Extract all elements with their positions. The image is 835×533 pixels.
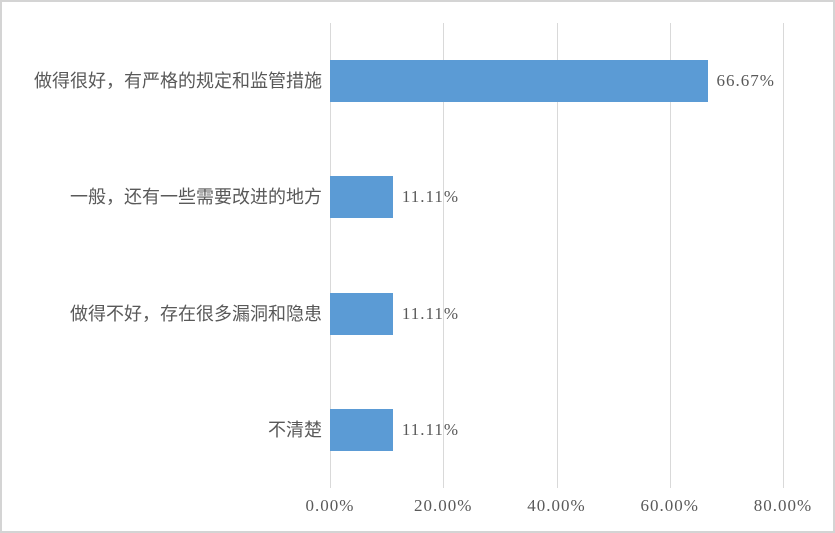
x-axis-tick-label: 20.00% bbox=[414, 496, 473, 515]
bar bbox=[330, 176, 393, 218]
gridline bbox=[783, 23, 784, 488]
category-label: 一般，还有一些需要改进的地方 bbox=[70, 187, 322, 207]
gridline bbox=[669, 23, 671, 488]
value-label: 11.11% bbox=[401, 187, 460, 206]
bar bbox=[330, 60, 708, 102]
gridline bbox=[556, 23, 558, 488]
x-axis-tick-label: 80.00% bbox=[753, 496, 813, 515]
gridline bbox=[330, 23, 331, 488]
value-label: 11.11% bbox=[401, 304, 460, 323]
bar bbox=[330, 409, 393, 451]
x-axis-tick-label: 60.00% bbox=[640, 496, 699, 515]
x-axis-tick-label: 0.00% bbox=[305, 496, 355, 515]
x-axis-tick-label: 40.00% bbox=[527, 496, 586, 515]
bar bbox=[330, 293, 393, 335]
value-label: 66.67% bbox=[716, 71, 775, 90]
category-label: 不清楚 bbox=[268, 420, 322, 440]
category-label: 做得不好，存在很多漏洞和隐患 bbox=[70, 304, 322, 324]
category-label: 做得很好，有严格的规定和监管措施 bbox=[34, 71, 322, 91]
value-label: 11.11% bbox=[401, 420, 460, 439]
gridline bbox=[443, 23, 445, 488]
